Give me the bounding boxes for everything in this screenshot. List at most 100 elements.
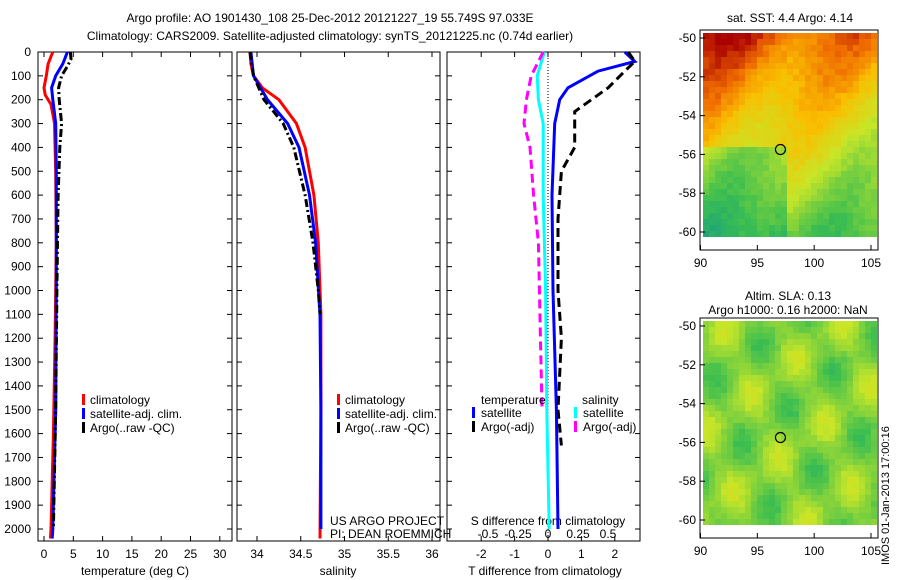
heatmap-cell: [727, 471, 733, 477]
map-ytick-label: -50: [679, 31, 697, 45]
heatmap-cell: [841, 105, 847, 111]
heatmap-cell: [775, 357, 781, 363]
heatmap-cell: [787, 393, 793, 399]
heatmap-cell: [859, 135, 865, 141]
heatmap-cell: [793, 321, 799, 327]
heatmap-cell: [703, 225, 709, 231]
heatmap-cell: [787, 429, 793, 435]
heatmap-cell: [829, 393, 835, 399]
heatmap-cell: [793, 87, 799, 93]
heatmap-cell: [745, 357, 751, 363]
heatmap-cell: [715, 363, 721, 369]
heatmap-cell: [757, 483, 763, 489]
heatmap-cell: [751, 363, 757, 369]
heatmap-cell: [715, 189, 721, 195]
heatmap-cell: [775, 513, 781, 519]
heatmap-cell: [847, 39, 853, 45]
heatmap-cell: [829, 129, 835, 135]
heatmap-cell: [835, 459, 841, 465]
heatmap-cell: [739, 159, 745, 165]
heatmap-cell: [829, 357, 835, 363]
heatmap-cell: [811, 51, 817, 57]
heatmap-cell: [721, 165, 727, 171]
heatmap-cell: [859, 501, 865, 507]
heatmap-cell: [847, 207, 853, 213]
heatmap-cell: [799, 447, 805, 453]
heatmap-cell: [817, 429, 823, 435]
heatmap-cell: [745, 447, 751, 453]
heatmap-cell: [835, 219, 841, 225]
heatmap-cell: [817, 393, 823, 399]
map-xtick-label: 90: [694, 544, 708, 558]
heatmap-cell: [853, 375, 859, 381]
heatmap-cell: [841, 447, 847, 453]
heatmap-cell: [763, 213, 769, 219]
heatmap-cell: [787, 57, 793, 63]
heatmap-cell: [835, 57, 841, 63]
heatmap-cell: [799, 225, 805, 231]
heatmap-cell: [751, 387, 757, 393]
heatmap-cell: [739, 381, 745, 387]
heatmap-cell: [823, 135, 829, 141]
heatmap-cell: [835, 399, 841, 405]
heatmap-cell: [805, 357, 811, 363]
heatmap-cell: [841, 75, 847, 81]
heatmap-cell: [745, 393, 751, 399]
heatmap-cell: [829, 399, 835, 405]
heatmap-cell: [721, 423, 727, 429]
heatmap-cell: [751, 141, 757, 147]
heatmap-cell: [847, 459, 853, 465]
heatmap-cell: [817, 507, 823, 513]
heatmap-cell: [793, 75, 799, 81]
heatmap-cell: [841, 453, 847, 459]
heatmap-cell: [787, 105, 793, 111]
heatmap-cell: [835, 159, 841, 165]
heatmap-cell: [859, 39, 865, 45]
heatmap-cell: [715, 141, 721, 147]
heatmap-cell: [769, 387, 775, 393]
heatmap-cell: [775, 45, 781, 51]
heatmap-cell: [799, 327, 805, 333]
heatmap-cell: [871, 513, 877, 519]
heatmap-cell: [847, 141, 853, 147]
heatmap-cell: [751, 195, 757, 201]
heatmap-cell: [751, 393, 757, 399]
heatmap-cell: [787, 213, 793, 219]
heatmap-cell: [871, 477, 877, 483]
heatmap-cell: [781, 477, 787, 483]
heatmap-cell: [853, 87, 859, 93]
heatmap-cell: [715, 57, 721, 63]
heatmap-cell: [865, 447, 871, 453]
heatmap-cell: [799, 177, 805, 183]
heatmap-cell: [805, 447, 811, 453]
heatmap-cell: [739, 507, 745, 513]
heatmap-cell: [769, 57, 775, 63]
heatmap-cell: [781, 195, 787, 201]
annotation-line-2: PI: DEAN ROEMMICH: [330, 527, 451, 541]
heatmap-cell: [703, 81, 709, 87]
heatmap-cell: [739, 357, 745, 363]
heatmap-cell: [775, 369, 781, 375]
map-xtick-label: 95: [751, 544, 765, 558]
heatmap-cell: [733, 33, 739, 39]
heatmap-cell: [733, 321, 739, 327]
ytick-label: 1300: [4, 355, 31, 369]
heatmap-cell: [853, 177, 859, 183]
heatmap-cell: [793, 201, 799, 207]
heatmap-cell: [763, 501, 769, 507]
heatmap-cell: [859, 417, 865, 423]
heatmap-cell: [739, 429, 745, 435]
heatmap-cell: [763, 447, 769, 453]
heatmap-cell: [715, 207, 721, 213]
heatmap-cell: [709, 513, 715, 519]
heatmap-cell: [739, 147, 745, 153]
heatmap-cell: [727, 441, 733, 447]
heatmap-cell: [859, 105, 865, 111]
heatmap-cell: [847, 165, 853, 171]
heatmap-cell: [871, 63, 877, 69]
heatmap-cell: [817, 141, 823, 147]
heatmap-cell: [811, 405, 817, 411]
heatmap-cell: [847, 99, 853, 105]
heatmap-cell: [835, 405, 841, 411]
heatmap-cell: [847, 147, 853, 153]
